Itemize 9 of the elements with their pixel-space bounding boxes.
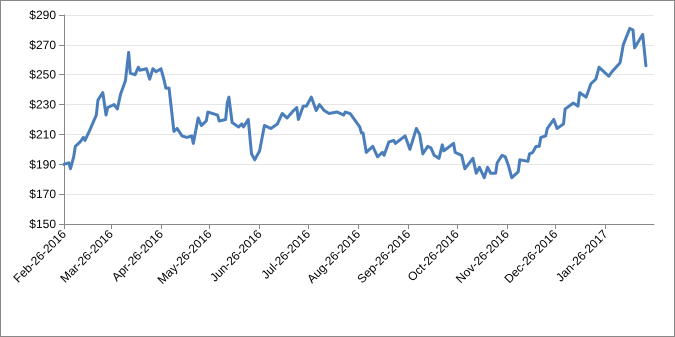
- y-tick-label: $290: [29, 8, 56, 22]
- y-tick-label: $250: [29, 68, 56, 82]
- y-tick-label: $210: [29, 127, 56, 142]
- y-tick-label: $190: [29, 157, 56, 172]
- y-tick-label: $230: [29, 98, 56, 112]
- line-series: [62, 26, 648, 180]
- y-tick-label: $270: [29, 38, 56, 52]
- y-tick-label: $150: [29, 217, 56, 231]
- y-tick-label: $170: [29, 187, 56, 202]
